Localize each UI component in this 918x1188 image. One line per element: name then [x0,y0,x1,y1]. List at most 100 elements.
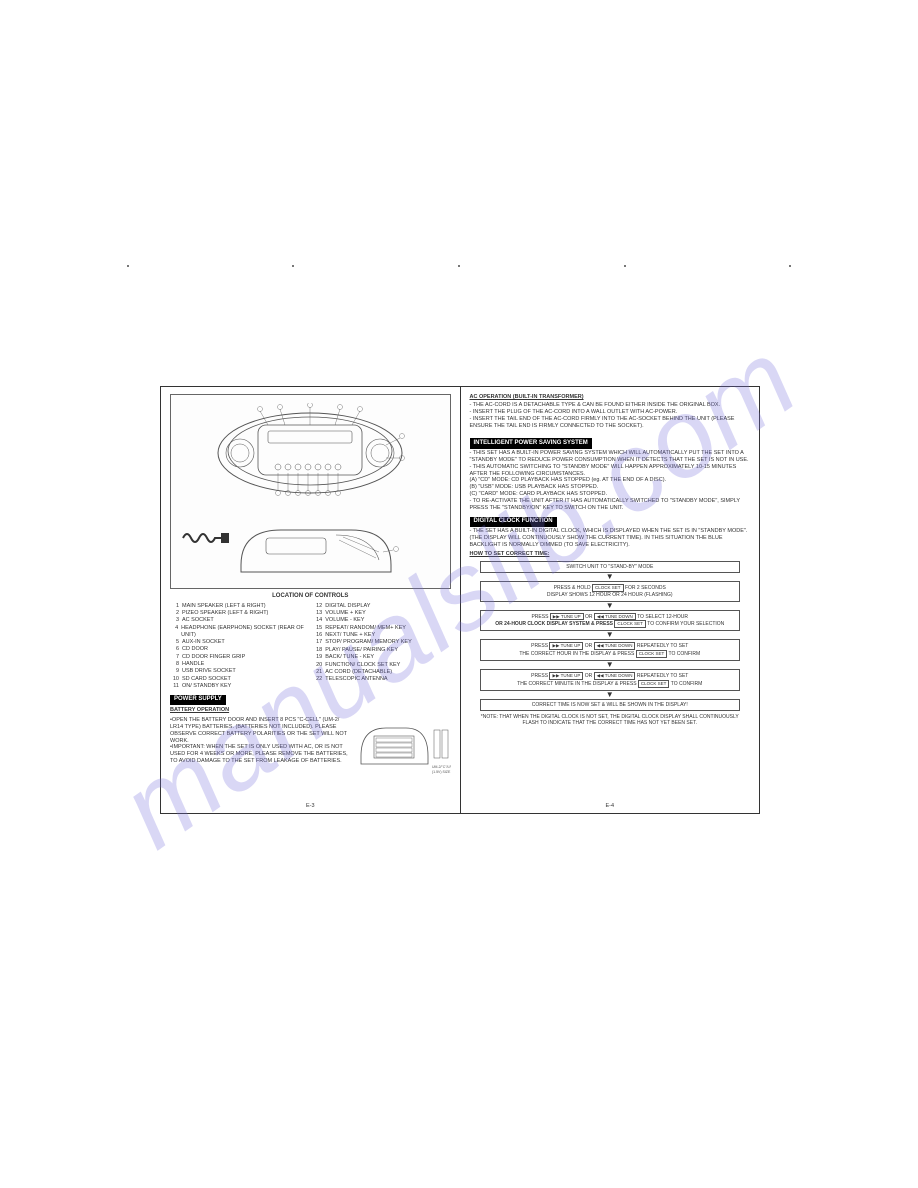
svg-text:UM-2/"C"/LR14: UM-2/"C"/LR14 [432,765,451,769]
control-label: CD DOOR FINGER GRIP [182,654,245,661]
control-number: 13 [313,610,322,617]
control-number: 12 [313,603,322,610]
control-number: 16 [313,632,322,639]
flow-step-2: PRESS & HOLD CLOCK SET FOR 2 SECONDS DIS… [480,581,741,601]
flow-text: THE CORRECT MINUTE IN THE DISPLAY & PRES… [517,681,636,687]
manual-page-spread: LOCATION OF CONTROLS 1MAIN SPEAKER (LEFT… [160,386,760,814]
control-item: 10SD CARD SOCKET [170,676,307,683]
footnote: *NOTE: THAT WHEN THE DIGITAL CLOCK IS NO… [470,714,751,727]
alignment-dots [0,265,918,267]
device-top-view [210,403,410,498]
arrow-down-icon: ▼ [470,602,751,610]
ac-cord-drawing [181,528,231,548]
flow-text: OR 24-HOUR CLOCK DISPLAY SYSTEM & PRESS [495,621,613,627]
control-item: 17STOP/ PROGRAM/ MEMORY KEY [313,639,450,646]
ac-operation-text: - THE AC-CORD IS A DETACHABLE TYPE & CAN… [470,402,751,430]
control-item: 15REPEAT/ RANDOM/ MEM+ KEY [313,625,450,632]
control-label: AUX-IN SOCKET [182,639,225,646]
flow-step-4: PRESS ▶▶ TUNE UP OR ◀◀ TUNE DOWN REPEATE… [480,639,741,661]
control-number: 11 [170,683,179,690]
control-number: 8 [170,661,179,668]
clock-header: DIGITAL CLOCK FUNCTION [470,517,557,528]
location-title: LOCATION OF CONTROLS [170,593,451,601]
flow-text: FOR 2 SECONDS [625,585,666,591]
ips-header: INTELLIGENT POWER SAVING SYSTEM [470,438,592,449]
control-item: 22TELESCOPIC ANTENNA [313,676,450,683]
control-item: 2PIZEO SPEAKER (LEFT & RIGHT) [170,610,307,617]
how-to-set-header: HOW TO SET CORRECT TIME: [470,551,751,558]
flow-text: TO CONFIRM YOUR SELECTION [647,621,724,627]
left-page: LOCATION OF CONTROLS 1MAIN SPEAKER (LEFT… [161,387,461,813]
control-number: 14 [313,617,322,624]
control-label: HEADPHONE (EARPHONE) SOCKET (REAR OF UNI… [181,625,307,639]
control-number: 10 [170,676,179,683]
flow-text: PRESS [531,673,548,679]
control-number: 19 [313,654,322,661]
control-label: ON/ STANDBY KEY [182,683,231,690]
control-item: 3AC SOCKET [170,617,307,624]
control-item: 9USB DRIVE SOCKET [170,668,307,675]
control-number: 20 [313,662,322,669]
tune-down-button: ◀◀ TUNE DOWN [594,613,636,621]
tune-up-button: ▶▶ TUNE UP [549,672,583,680]
flow-step-5: PRESS ▶▶ TUNE UP OR ◀◀ TUNE DOWN REPEATE… [480,669,741,691]
flow-step-3: PRESS ▶▶ TUNE UP OR ◀◀ TUNE DOWN TO SELE… [480,610,741,632]
flow-text: TO CONFIRM [669,651,701,657]
control-label: SD CARD SOCKET [182,676,231,683]
flow-text: PRESS [531,614,548,620]
flow-text: REPEATEDLY TO SET [637,673,689,679]
control-number: 21 [313,669,322,676]
clock-flowchart: SWITCH UNIT TO "STAND-BY" MODE ▼ PRESS &… [470,561,751,711]
control-number: 7 [170,654,179,661]
flow-text: OR [585,614,593,620]
control-item: 14VOLUME - KEY [313,617,450,624]
battery-text: •OPEN THE BATTERY DOOR AND INSERT 8 PCS … [170,717,352,781]
control-number: 15 [313,625,322,632]
control-item: 6CD DOOR [170,646,307,653]
flow-text: THE CORRECT HOUR IN THE DISPLAY & PRESS [519,651,634,657]
arrow-down-icon: ▼ [470,573,751,581]
control-label: VOLUME - KEY [325,617,364,624]
arrow-down-icon: ▼ [470,691,751,699]
control-item: 20FUNCTION/ CLOCK SET KEY [313,662,450,669]
page-number-left: E-3 [306,803,315,810]
flow-text: PRESS & HOLD [554,585,591,591]
arrow-down-icon: ▼ [470,631,751,639]
control-label: BACK/ TUNE - KEY [325,654,374,661]
clock-set-button: CLOCK SET [592,584,624,592]
battery-operation-header: BATTERY OPERATION [170,707,451,714]
control-number: 9 [170,668,179,675]
clock-set-button: CLOCK SET [614,620,646,628]
control-label: VOLUME + KEY [325,610,366,617]
control-label: AC SOCKET [182,617,214,624]
control-number: 1 [170,603,179,610]
flow-text: PRESS [531,643,548,649]
control-item: 12DIGITAL DISPLAY [313,603,450,610]
control-number: 17 [313,639,322,646]
control-number: 2 [170,610,179,617]
device-side-view [231,520,401,580]
arrow-down-icon: ▼ [470,661,751,669]
control-label: NEXT/ TUNE + KEY [325,632,375,639]
control-number: 18 [313,647,322,654]
control-label: DIGITAL DISPLAY [325,603,370,610]
flow-text: TO CONFIRM [671,681,703,687]
controls-diagram [170,394,451,589]
flow-text: TO SELECT 12-HOUR [637,614,688,620]
battery-diagram: UM-2/"C"/LR14 (1.5V) SIZE x 8 PCS [356,716,451,781]
control-number: 22 [313,676,322,683]
control-number: 6 [170,646,179,653]
control-item: 5AUX-IN SOCKET [170,639,307,646]
flow-text: OR [585,643,593,649]
control-number: 3 [170,617,179,624]
tune-down-button: ◀◀ TUNE DOWN [594,672,636,680]
control-item: 19BACK/ TUNE - KEY [313,654,450,661]
control-label: PIZEO SPEAKER (LEFT & RIGHT) [182,610,268,617]
tune-up-button: ▶▶ TUNE UP [549,642,583,650]
control-label: PLAY/ PAUSE/ PAIRING KEY [325,647,398,654]
svg-text:(1.5V) SIZE x 8 PCS: (1.5V) SIZE x 8 PCS [432,770,451,774]
clock-text: - THE SET HAS A BUILT-IN DIGITAL CLOCK, … [470,528,751,549]
control-label: CD DOOR [182,646,208,653]
page-number-right: E-4 [605,803,614,810]
tune-up-button: ▶▶ TUNE UP [550,613,584,621]
